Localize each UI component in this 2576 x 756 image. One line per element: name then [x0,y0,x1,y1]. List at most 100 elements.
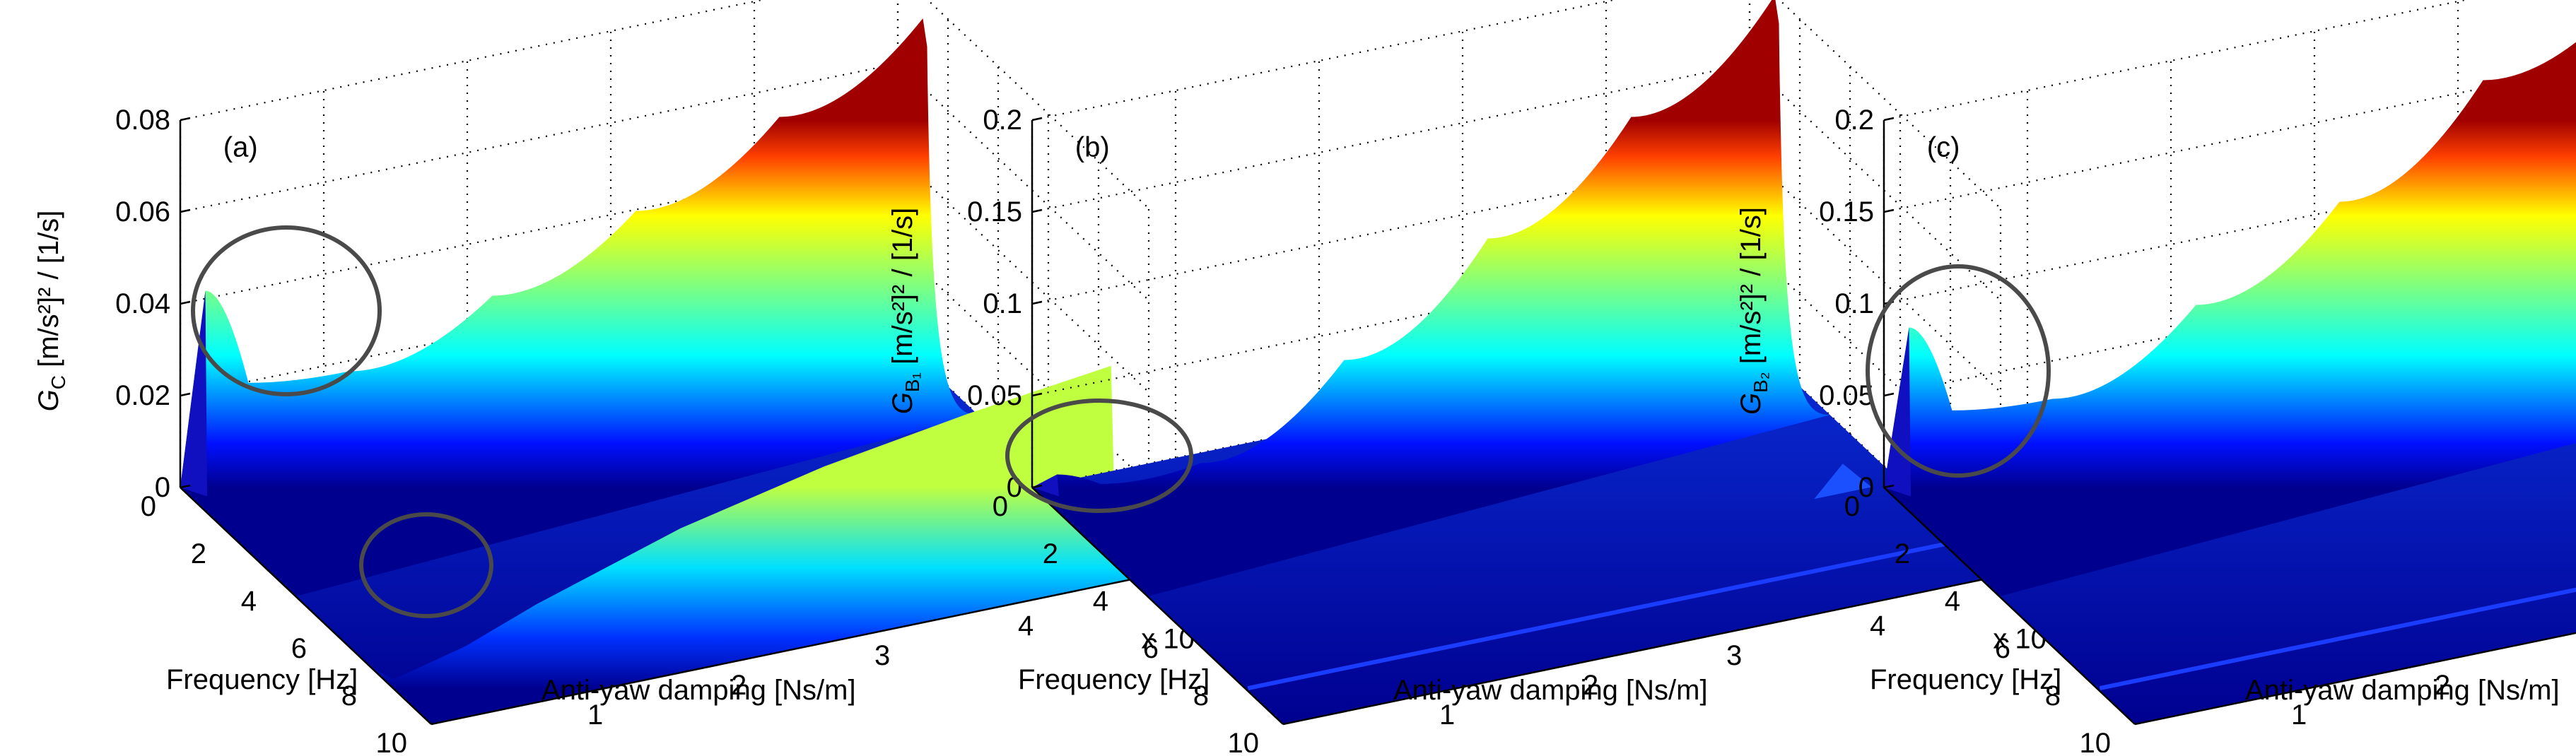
z-tick-mark [1883,484,1895,489]
x-tick-label: 10 [376,728,408,752]
z-tick-label: 0 [155,472,170,503]
ridge-surface-2 [370,365,1149,724]
ridge-surface [1032,0,1830,597]
floor-streak [1247,538,1966,691]
z-axis-label-unit: [m/s²]² / [1/s] [1735,207,1767,372]
y-axis-label: Anti-yaw damping [Ns/m] [1393,675,1708,706]
y-axis [2134,632,2576,726]
z-tick-mark [180,208,191,213]
x-tick-label: 4 [241,586,257,617]
y-tick-label: 3 [874,640,890,671]
z-tick-mark [1883,392,1895,397]
annotation-circles [1866,264,2051,478]
z-tick-label: 0.05 [967,380,1022,411]
panel-label: (a) [223,132,258,163]
x-tick-label: 2 [1895,538,1910,569]
z-tick-label: 0.1 [983,288,1022,319]
z-tick-mark [180,300,191,305]
z-tick-label: 0.02 [115,380,170,411]
y-tick-label: 4 [1018,610,1034,642]
x-tick-label: 2 [191,538,206,569]
z-tick-label: 0.15 [967,196,1022,228]
x-tick-label: 8 [2045,680,2061,711]
z-tick-label: 0.2 [983,105,1022,136]
z-tick-label: 0.04 [115,288,170,319]
x-tick-label: 8 [1193,680,1209,711]
x-tick-label: 8 [341,680,357,711]
x-axis [1883,487,2136,725]
z-axis-label: GB₂ [m/s²]² / [1/s] [1735,207,1772,415]
z-axis-label-unit: [m/s²]² / [1/s] [33,211,64,375]
z-tick-mark [1031,117,1043,122]
chart-panel-3: 00.050.10.150.2024681012345x 106Frequenc… [1735,0,2576,756]
ridge-surface [1884,42,2576,597]
surface-floor [1032,339,2001,724]
z-tick-label: 0.06 [115,196,170,228]
z-tick-mark [1031,300,1043,305]
z-axis-label: GB₁ [m/s²]² / [1/s] [887,208,923,415]
x-tick-label: 6 [1995,633,2010,664]
y-tick-label: 1 [1439,699,1455,731]
panel-label: (c) [1927,132,1960,163]
z-tick-label: 0 [1858,472,1874,503]
annotation-circles [191,225,493,618]
y-tick-label: 1 [587,699,603,731]
y-tick-label: 2 [1583,670,1598,701]
z-tick-label: 0.1 [1834,288,1874,319]
z-tick-label: 0.05 [1819,380,1874,411]
x-tick-label: 0 [141,491,156,522]
annotation-circle [1866,264,2051,478]
x-axis [1031,487,1284,725]
x-tick-label: 4 [1945,586,1960,617]
x-tick-label: 4 [1093,586,1108,617]
x-tick-label: 10 [1228,728,1260,752]
z-tick-mark [1031,484,1043,489]
x-tick-label: 2 [1043,538,1058,569]
x-axis [180,487,432,725]
y-axis [1282,574,2001,726]
surface-floor [180,339,1149,724]
axes: 00.050.10.150.2024681012345x 106 [1819,105,2576,756]
y-tick-label: 2 [731,670,747,701]
panel-label: (b) [1075,132,1110,163]
x-tick-label: 6 [291,633,307,664]
annotation-circle [191,225,382,396]
annotation-circle [1005,398,1193,513]
z-axis-label: GC [m/s²]² / [1/s] [33,211,69,412]
z-tick-mark [1031,392,1043,397]
z-tick-label: 0.2 [1834,105,1874,136]
x-tick-label: 6 [1143,633,1159,664]
ridge-surface [180,18,978,597]
z-axis-label-subscript: C [47,375,69,389]
z-tick-label: 0.15 [1819,196,1874,228]
ridge-edge [1032,474,1060,497]
y-tick-label: 1 [2291,699,2307,731]
z-tick-mark [180,117,191,122]
z-axis-label-symbol: G [887,392,918,414]
y-tick-label: 2 [2435,670,2450,701]
z-tick-mark [1883,208,1895,213]
annotation-circle [359,512,493,618]
z-axis-label-subscript: B₁ [901,372,923,392]
z-tick-label: 0.08 [115,105,170,136]
ridge-edge [1884,327,1911,497]
y-axis-label: Anti-yaw damping [Ns/m] [2245,675,2560,706]
floor-streak [2099,587,2576,691]
z-axis-label-symbol: G [33,389,64,411]
z-axis-label-symbol: G [1735,393,1767,415]
x-axis-label: Frequency [Hz] [1018,664,1210,695]
z-tick-mark [180,392,191,397]
chart-panel-2: 00.050.10.150.2024681012345x 106Frequenc… [887,0,2066,756]
y-axis [431,574,1149,726]
axes: 00.020.040.060.08024681012345x 106 [115,105,1213,756]
minor-peak [1814,463,1872,500]
x-tick-label: 10 [2080,728,2112,752]
x-axis-label: Frequency [Hz] [1870,664,2061,695]
x-axis-label: Frequency [Hz] [166,664,358,695]
z-tick-mark [1031,208,1043,213]
y-axis-label: Anti-yaw damping [Ns/m] [541,675,856,706]
x-tick-label: 0 [1844,491,1860,522]
y-tick-label: 4 [1870,610,1885,642]
